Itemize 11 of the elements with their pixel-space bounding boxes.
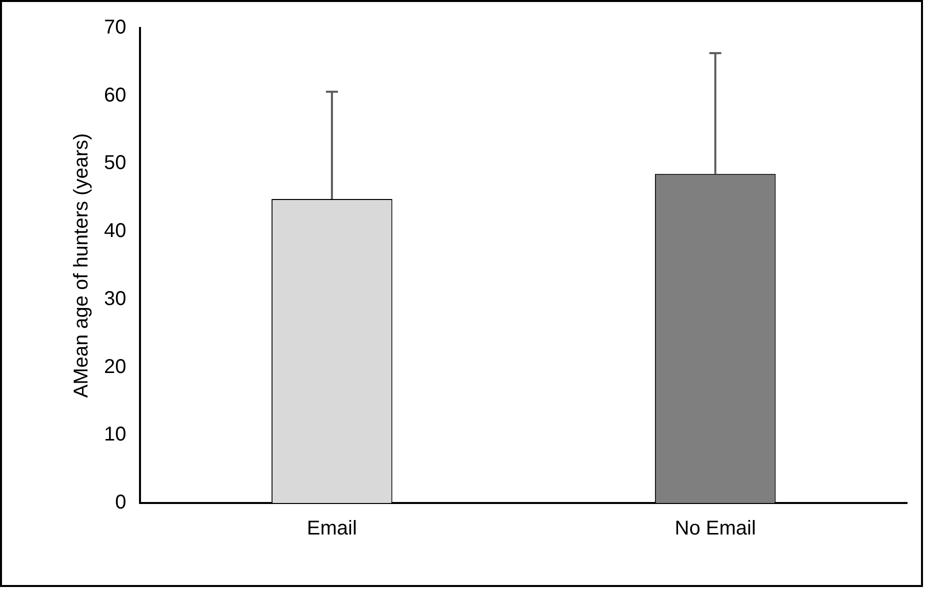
- y-tick-label: 20: [104, 356, 126, 378]
- y-tick-label: 0: [115, 492, 126, 514]
- y-axis-title: AMean age of hunters (years): [70, 133, 93, 398]
- x-tick-label: Email: [306, 518, 357, 540]
- x-tick-label: No Email: [674, 518, 756, 540]
- y-tick-label: 10: [104, 424, 126, 446]
- y-tick-label: 40: [104, 220, 126, 242]
- y-tick-label: 70: [104, 16, 126, 39]
- y-tick-label: 60: [104, 84, 126, 106]
- y-tick-label: 30: [104, 288, 126, 310]
- y-tick-label: 50: [104, 152, 126, 174]
